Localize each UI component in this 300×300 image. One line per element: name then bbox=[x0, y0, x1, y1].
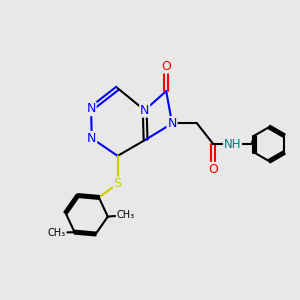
Text: CH₃: CH₃ bbox=[116, 210, 134, 220]
Text: CH₃: CH₃ bbox=[48, 228, 66, 238]
Text: N: N bbox=[167, 117, 177, 130]
Text: N: N bbox=[87, 132, 96, 145]
Text: N: N bbox=[140, 104, 149, 117]
Text: O: O bbox=[208, 163, 218, 176]
Text: O: O bbox=[161, 60, 171, 73]
Text: N: N bbox=[86, 102, 96, 115]
Text: S: S bbox=[114, 177, 122, 190]
Text: NH: NH bbox=[224, 138, 241, 151]
